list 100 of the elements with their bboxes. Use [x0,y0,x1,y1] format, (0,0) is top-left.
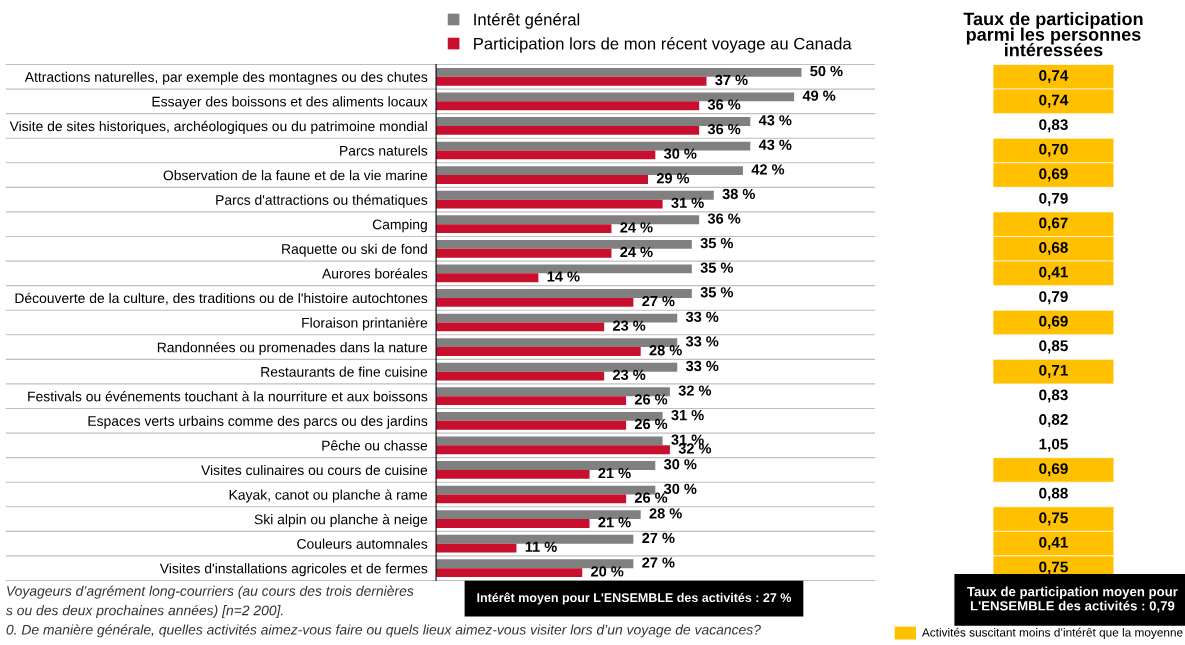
data-label: 21 % [598,467,631,479]
text: 0,69 [1039,168,1068,182]
bar [436,461,656,470]
y-tick-label: Randonnées ou promenades dans la nature [157,341,428,356]
data-label: 28 % [649,345,682,356]
y-tick-label: Floraison printanière [302,317,428,331]
data-label: 26 % [634,418,668,430]
text: Taux de participation moyen pour L'ENSEMBLE des activités : 0,79 [967,586,1178,613]
data-label: 50 % [810,65,843,77]
y-tick-label: Espaces verts urbains comme des parcs ou des jardins [88,415,428,429]
y-tick-label: Visite de sites historiques, archéologiques ou du patrimoine mondial [9,120,427,134]
bar [436,396,627,406]
data-label: 27 % [642,532,675,544]
data-label: 24 % [620,222,653,233]
data-label: 36 % [707,99,741,110]
bar [436,289,692,298]
data-label: 28 % [649,508,682,519]
text: 0,83 [1039,389,1068,403]
data-label: 27 % [642,295,675,307]
bar [436,273,539,283]
legend-label: Participation lors de mon récent voyage au Canada [474,37,852,53]
bar [436,519,590,528]
text: 0,41 [1039,266,1068,280]
data-label: 36 % [707,213,741,224]
data-label: 33 % [685,360,719,372]
bar [436,347,641,356]
text: 0,79 [1039,291,1068,305]
data-label: 36 % [707,123,741,135]
legend-label: Intérêt général [474,13,580,29]
y-tick-label: Kayak, canot ou planche à rame [229,489,428,503]
bar [436,248,612,258]
y-tick-label: Essayer des boissons et des aliments locaux [152,96,428,110]
bar [436,224,612,234]
data-label: 33 % [685,336,719,347]
y-tick-label: Pêche ou chasse [322,440,428,451]
bar [436,297,634,307]
text: 0,69 [1039,463,1068,477]
text: Intérêt moyen pour L'ENSEMBLE des activités : 27 % [477,592,792,605]
data-label: 23 % [612,369,646,380]
y-tick-label: Attractions naturelles, par exemple des montagnes ou des chutes [24,71,428,85]
text: 1,05 [1039,438,1068,452]
data-label: 21 % [598,517,631,528]
text: 0,41 [1039,536,1068,550]
text: 0,70 [1039,143,1068,157]
data-label: 30 % [663,459,697,470]
bar [436,150,656,160]
text: 0,68 [1039,242,1068,256]
data-label: 23 % [612,320,646,331]
data-label: 29 % [656,173,690,184]
data-label: 35 % [700,237,734,249]
text: Voyageurs d’agrément long-courriers (au cours des trois dernières [7,585,414,599]
data-label: 26 % [634,394,668,405]
data-label: 42 % [751,164,785,175]
y-tick-label: Raquette ou ski de fond [282,243,427,257]
bar [436,199,663,209]
bar [436,322,605,332]
text: 0,82 [1039,414,1068,428]
y-tick-label: Visites culinaires ou cours de cuisine [201,464,428,476]
y-tick-label: Parcs naturels [340,145,428,156]
bar [436,568,583,578]
y-tick-label: Festivals ou événements touchant à la nourriture et aux boissons [28,391,428,402]
data-label: 38 % [722,188,755,200]
y-tick-label: Couleurs automnales [297,538,428,549]
data-label: 27 % [642,557,675,568]
data-label: 31 % [671,197,704,208]
text: s ou des deux prochaines années) [n=2 200]. [5,604,283,619]
text: 0,79 [1039,192,1068,206]
bar [436,469,590,479]
text: 0,85 [1039,340,1068,354]
text: 0,74 [1039,94,1069,108]
data-label: 43 % [758,139,792,151]
y-tick-label: Parcs d'attractions ou thématiques [216,194,428,208]
text: 0,83 [1039,119,1068,133]
data-label: 35 % [700,262,734,273]
y-tick-label: Aurores boréales [322,268,428,279]
data-label: 33 % [685,311,719,323]
bar [436,371,605,381]
data-label: 43 % [758,115,792,126]
bar [436,494,627,504]
text: Activités suscitant moins d’intérêt que la moyenne [921,627,1183,639]
bar [436,445,670,455]
text: 0,71 [1039,364,1068,378]
data-label: 11 % [525,541,557,552]
text: 0,74 [1039,70,1069,84]
data-label: 20 % [591,566,624,577]
text: 0,88 [1039,487,1068,501]
data-label: 24 % [620,246,653,258]
bar [436,101,700,111]
text: 0,67 [1039,217,1068,231]
text: 0,75 [1039,561,1068,575]
text: 0. De manière générale, quelles activités aimez-vous faire ou quels lieux aimez-vous visiter lors d’un voyage de vacances? [6,624,761,638]
data-label: 37 % [715,74,748,86]
data-label: 31 % [671,409,704,421]
text: Taux de participation parmi les personnes intéressées [963,12,1143,57]
bar [436,436,663,446]
data-label: 26 % [634,492,668,503]
text: 0,75 [1039,512,1068,526]
data-label: 49 % [802,90,836,101]
data-label: 14 % [547,271,580,282]
bar [436,76,707,86]
